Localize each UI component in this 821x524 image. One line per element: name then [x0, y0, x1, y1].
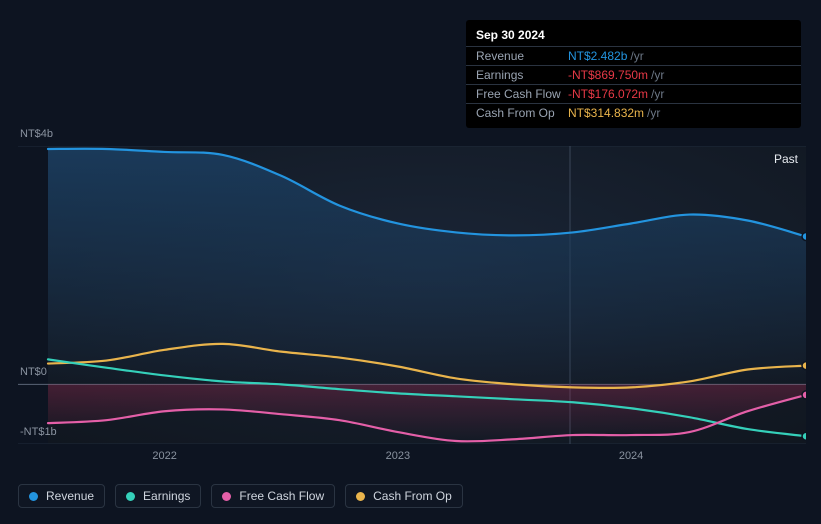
tooltip-row-unit: /yr — [630, 49, 643, 63]
legend-dot-icon — [126, 492, 135, 501]
tooltip-row: Free Cash Flow-NT$176.072m/yr — [466, 84, 801, 103]
legend-dot-icon — [29, 492, 38, 501]
tooltip-row: Earnings-NT$869.750m/yr — [466, 65, 801, 84]
y-axis-tick: NT$4b — [20, 128, 53, 140]
tooltip-row-unit: /yr — [651, 87, 664, 101]
legend-item-label: Free Cash Flow — [239, 489, 324, 503]
legend-item-cash-from-op[interactable]: Cash From Op — [345, 484, 463, 508]
tooltip-row-value: NT$314.832m — [568, 106, 644, 120]
chart-container: Sep 30 2024 RevenueNT$2.482b/yrEarnings-… — [0, 0, 821, 524]
y-axis-tick: -NT$1b — [20, 426, 57, 438]
legend-item-revenue[interactable]: Revenue — [18, 484, 105, 508]
chart-plot[interactable]: Past — [18, 146, 806, 444]
series-end-marker — [802, 391, 806, 399]
tooltip-row-label: Free Cash Flow — [476, 87, 568, 101]
tooltip-row: RevenueNT$2.482b/yr — [466, 46, 801, 65]
legend-dot-icon — [222, 492, 231, 501]
tooltip-row-label: Earnings — [476, 68, 568, 82]
chart-tooltip: Sep 30 2024 RevenueNT$2.482b/yrEarnings-… — [466, 20, 801, 128]
tooltip-row-value: -NT$176.072m — [568, 87, 648, 101]
tooltip-row-label: Revenue — [476, 49, 568, 63]
legend: Revenue Earnings Free Cash Flow Cash From O… — [18, 484, 463, 508]
tooltip-row: Cash From OpNT$314.832m/yr — [466, 103, 801, 122]
y-axis-tick: NT$0 — [20, 366, 47, 378]
legend-item-earnings[interactable]: Earnings — [115, 484, 201, 508]
tooltip-row-value: NT$2.482b — [568, 49, 627, 63]
legend-item-label: Earnings — [143, 489, 190, 503]
series-end-marker — [802, 232, 806, 240]
tooltip-row-unit: /yr — [647, 106, 660, 120]
x-axis-tick: 2022 — [152, 450, 176, 462]
legend-item-free-cash-flow[interactable]: Free Cash Flow — [211, 484, 335, 508]
tooltip-date: Sep 30 2024 — [466, 26, 801, 46]
series-end-marker — [802, 362, 806, 370]
legend-item-label: Revenue — [46, 489, 94, 503]
past-label: Past — [774, 152, 798, 166]
legend-item-label: Cash From Op — [373, 489, 452, 503]
tooltip-row-label: Cash From Op — [476, 106, 568, 120]
tooltip-row-value: -NT$869.750m — [568, 68, 648, 82]
series-end-marker — [802, 432, 806, 440]
x-axis-tick: 2024 — [619, 450, 643, 462]
tooltip-row-unit: /yr — [651, 68, 664, 82]
chart-svg — [18, 146, 806, 444]
legend-dot-icon — [356, 492, 365, 501]
x-axis-tick: 2023 — [386, 450, 410, 462]
